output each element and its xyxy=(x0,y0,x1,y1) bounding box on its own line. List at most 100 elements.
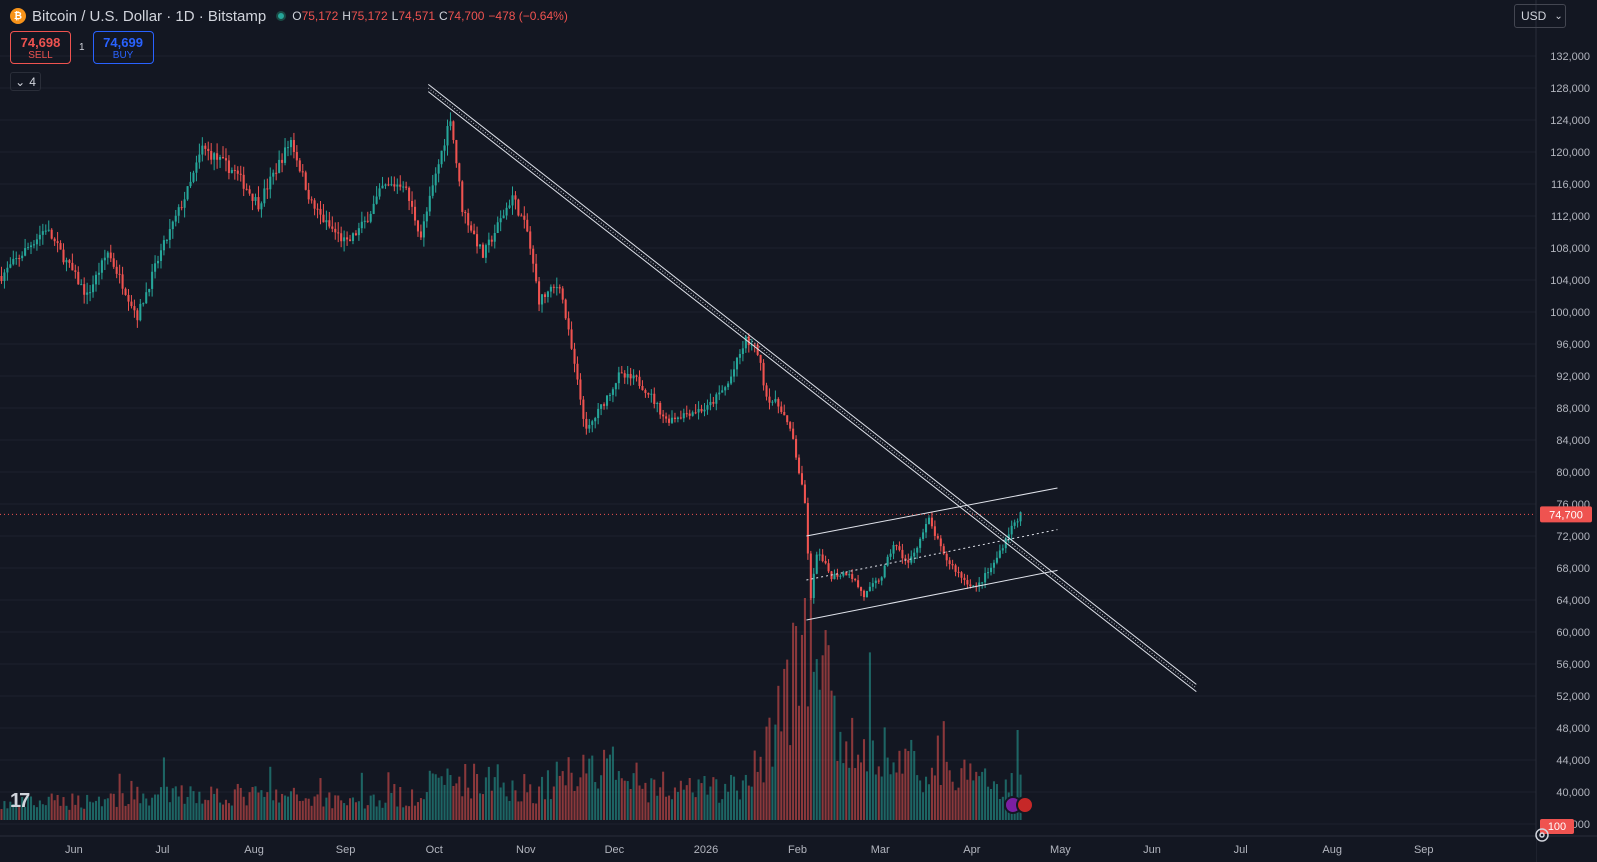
time-tick-label: Aug xyxy=(244,844,264,856)
candle-body xyxy=(369,213,372,222)
candle-body xyxy=(709,401,712,406)
volume-bar xyxy=(963,759,966,820)
indicators-toggle-button[interactable]: ⌄ 4 xyxy=(10,72,41,91)
candle-body xyxy=(1019,512,1022,522)
volume-bar xyxy=(549,799,552,820)
candle-body xyxy=(871,583,874,587)
time-tick-label: Jun xyxy=(65,844,83,856)
volume-bar xyxy=(877,766,880,820)
volume-bar xyxy=(307,798,310,820)
time-tick-label: 2026 xyxy=(694,844,718,856)
volume-bar xyxy=(334,795,337,820)
volume-bar xyxy=(588,758,591,820)
volume-bar xyxy=(538,786,541,820)
candle-body xyxy=(133,306,136,311)
candle-body xyxy=(936,535,939,539)
candle-body xyxy=(718,392,721,395)
symbol-title[interactable]: Bitcoin / U.S. Dollar · 1D · Bitstamp xyxy=(32,7,267,25)
candle-body xyxy=(189,181,192,187)
volume-bar xyxy=(112,793,115,820)
gear-icon[interactable] xyxy=(1533,826,1551,844)
volume-bar xyxy=(413,805,417,820)
volume-bar xyxy=(304,798,307,820)
candle-body xyxy=(59,243,62,250)
volume-bar xyxy=(372,794,375,820)
channel-lower-line xyxy=(806,569,1058,621)
volume-bar xyxy=(806,706,809,820)
time-axis[interactable] xyxy=(0,836,1536,862)
volume-bar xyxy=(351,797,355,820)
candle-body xyxy=(159,250,163,261)
candle-body xyxy=(901,549,904,559)
volume-bar xyxy=(83,808,86,820)
volume-bar xyxy=(1001,796,1004,820)
volume-bar xyxy=(570,772,573,820)
volume-bar xyxy=(47,796,50,820)
candle-body xyxy=(458,163,461,182)
price-tick-label: 128,000 xyxy=(1550,83,1590,95)
volume-bar xyxy=(405,805,408,820)
candle-body xyxy=(992,562,996,568)
volume-bar xyxy=(969,763,972,820)
candle-body xyxy=(343,237,346,242)
buy-button[interactable]: 74,699 BUY xyxy=(92,31,154,64)
currency-select[interactable]: USD ⌄ xyxy=(1514,4,1566,28)
candle-body xyxy=(266,188,269,190)
volume-bar xyxy=(227,803,230,820)
volume-bar xyxy=(159,787,163,820)
volume-bar xyxy=(558,775,561,820)
candle-body xyxy=(543,294,547,297)
candle-body xyxy=(591,421,594,425)
candle-body xyxy=(910,556,913,563)
volume-bar xyxy=(582,754,585,820)
sell-button[interactable]: 74,698 SELL xyxy=(10,31,71,64)
candle-body xyxy=(526,219,529,232)
volume-bar xyxy=(440,776,443,820)
price-axis[interactable] xyxy=(1536,0,1597,862)
candle-body xyxy=(284,147,287,163)
candle-body xyxy=(41,231,44,235)
volume-bar xyxy=(21,796,24,820)
candle-body xyxy=(103,257,106,261)
volume-bar xyxy=(907,751,910,820)
volume-bar xyxy=(366,805,369,820)
volume-bar xyxy=(27,796,30,820)
volume-bar xyxy=(92,802,95,820)
tradingview-logo[interactable]: 17 xyxy=(10,790,30,812)
volume-bar xyxy=(644,782,647,820)
event-flags[interactable] xyxy=(1004,796,1034,814)
change-value: −478 (−0.64%) xyxy=(488,9,568,23)
volume-bar xyxy=(369,795,372,820)
candle-body xyxy=(874,580,877,584)
volume-bar xyxy=(221,804,225,820)
volume-bar xyxy=(851,717,854,820)
us-flag-icon[interactable] xyxy=(1016,796,1034,814)
candle-body xyxy=(112,258,115,267)
volume-bar xyxy=(942,721,945,820)
candle-body xyxy=(301,171,304,173)
candle-body xyxy=(570,329,573,349)
candle-body xyxy=(204,145,207,149)
volume-bar xyxy=(517,801,520,820)
candle-body xyxy=(328,220,331,227)
trendline-drawings-layer[interactable] xyxy=(427,84,1197,692)
volume-bar xyxy=(236,783,239,820)
volume-bar xyxy=(168,802,171,820)
candle-body xyxy=(334,228,337,233)
volume-bar xyxy=(148,805,151,820)
candle-body xyxy=(659,402,662,415)
candle-body xyxy=(535,263,538,282)
candle-body xyxy=(97,272,100,275)
candle-body xyxy=(74,270,77,272)
candle-body xyxy=(100,260,103,273)
volume-bar xyxy=(703,776,706,820)
volume-bar xyxy=(762,782,765,820)
volume-bar xyxy=(192,791,195,820)
volume-bar xyxy=(730,774,733,820)
candle-body xyxy=(3,272,6,282)
market-status-icon[interactable] xyxy=(276,11,287,21)
candle-body xyxy=(286,147,290,149)
candle-body xyxy=(682,413,685,419)
candle-body xyxy=(561,288,564,300)
